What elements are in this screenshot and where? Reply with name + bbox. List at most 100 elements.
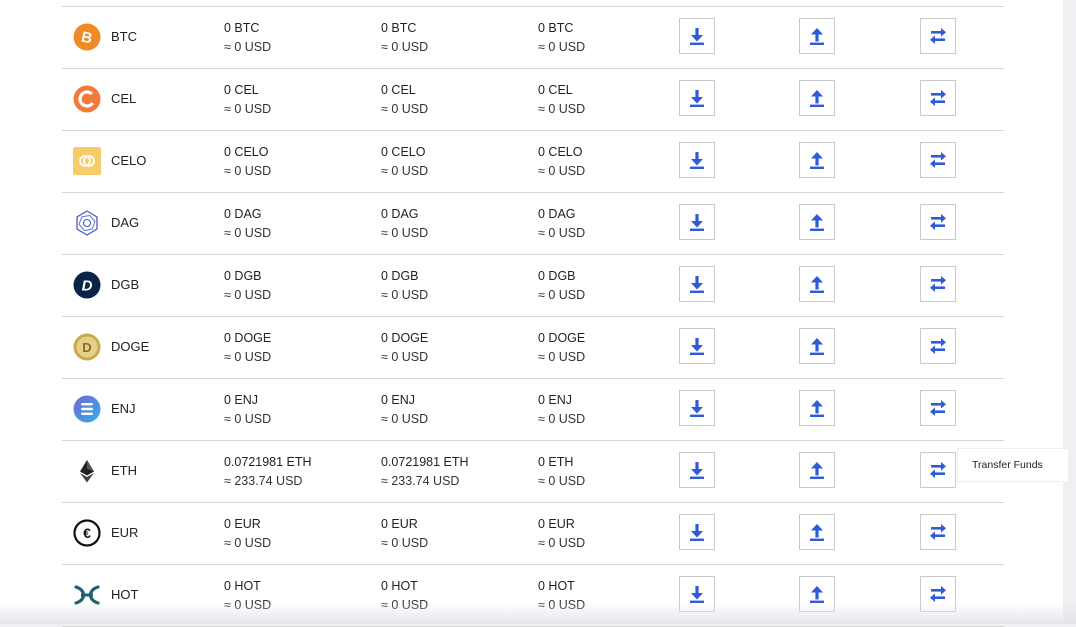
total-balance-amount: 0 DOGE [224, 331, 272, 345]
total-balance: 0.0721981 ETH ≈ 233.74 USD [224, 453, 312, 491]
transfer-button[interactable] [920, 514, 956, 550]
download-arrow-icon [687, 88, 707, 108]
total-balance: 0 DAG ≈ 0 USD [224, 205, 271, 243]
asset-row-enj: ENJ 0 ENJ ≈ 0 USD 0 ENJ ≈ 0 USD 0 ENJ ≈ 0 USD [62, 379, 1004, 441]
available-balance-usd: ≈ 233.74 USD [381, 474, 460, 488]
total-balance-amount: 0 DGB [224, 269, 262, 283]
locked-balance: 0 CEL ≈ 0 USD [538, 81, 585, 119]
available-balance-amount: 0 DAG [381, 207, 419, 221]
available-balance-amount: 0 BTC [381, 21, 417, 35]
transfer-arrows-icon [928, 212, 948, 232]
total-balance-usd: ≈ 0 USD [224, 164, 272, 178]
withdraw-button[interactable] [799, 80, 835, 116]
total-balance-amount: 0 DAG [224, 207, 262, 221]
deposit-button[interactable] [679, 266, 715, 302]
available-balance: 0 DAG ≈ 0 USD [381, 205, 428, 243]
transfer-arrows-icon [928, 336, 948, 356]
asset-symbol: EUR [111, 525, 139, 540]
available-balance-usd: ≈ 0 USD [381, 350, 429, 364]
asset-symbol: CEL [111, 91, 137, 106]
withdraw-button[interactable] [799, 204, 835, 240]
deposit-button[interactable] [679, 390, 715, 426]
download-arrow-icon [687, 26, 707, 46]
available-balance-amount: 0 EUR [381, 517, 418, 531]
locked-balance-amount: 0 CELO [538, 145, 583, 159]
available-balance-amount: 0 DOGE [381, 331, 429, 345]
available-balance-usd: ≈ 0 USD [381, 226, 429, 240]
total-balance-amount: 0 EUR [224, 517, 261, 531]
locked-balance-amount: 0 DGB [538, 269, 576, 283]
available-balance-amount: 0 CELO [381, 145, 426, 159]
transfer-button[interactable] [920, 142, 956, 178]
asset-row-celo: CELO 0 CELO ≈ 0 USD 0 CELO ≈ 0 USD 0 CELO ≈ 0 … [62, 131, 1004, 193]
download-arrow-icon [687, 460, 707, 480]
transfer-arrows-icon [928, 26, 948, 46]
asset-row-doge: D DOGE 0 DOGE ≈ 0 USD 0 DOGE ≈ 0 USD 0 DOGE ≈ 0… [62, 317, 1004, 379]
transfer-button[interactable] [920, 204, 956, 240]
download-arrow-icon [687, 584, 707, 604]
available-balance: 0 CELO ≈ 0 USD [381, 143, 428, 181]
eth-icon [72, 456, 102, 486]
download-arrow-icon [687, 398, 707, 418]
available-balance-usd: ≈ 0 USD [381, 102, 429, 116]
transfer-button[interactable] [920, 390, 956, 426]
cel-icon [72, 84, 102, 114]
transfer-button[interactable] [920, 266, 956, 302]
withdraw-button[interactable] [799, 18, 835, 54]
dag-icon [72, 208, 102, 238]
upload-arrow-icon [807, 398, 827, 418]
total-balance-amount: 0 HOT [224, 579, 261, 593]
locked-balance-amount: 0 HOT [538, 579, 575, 593]
transfer-button[interactable] [920, 328, 956, 364]
asset-row-btc: B BTC 0 BTC ≈ 0 USD 0 BTC ≈ 0 USD 0 BTC ≈ 0 USD [62, 7, 1004, 69]
deposit-button[interactable] [679, 514, 715, 550]
download-arrow-icon [687, 212, 707, 232]
deposit-button[interactable] [679, 452, 715, 488]
total-balance-usd: ≈ 0 USD [224, 226, 272, 240]
deposit-button[interactable] [679, 142, 715, 178]
svg-text:B: B [80, 29, 94, 48]
locked-balance-amount: 0 BTC [538, 21, 574, 35]
available-balance: 0 EUR ≈ 0 USD [381, 515, 428, 553]
withdraw-button[interactable] [799, 328, 835, 364]
total-balance-usd: ≈ 0 USD [224, 350, 272, 364]
bottom-fade [0, 602, 1076, 624]
deposit-button[interactable] [679, 18, 715, 54]
withdraw-button[interactable] [799, 266, 835, 302]
transfer-arrows-icon [928, 584, 948, 604]
locked-balance-amount: 0 DOGE [538, 331, 586, 345]
locked-balance-usd: ≈ 0 USD [538, 350, 586, 364]
btc-icon: B [72, 22, 102, 52]
available-balance-amount: 0 CEL [381, 83, 416, 97]
withdraw-button[interactable] [799, 514, 835, 550]
upload-arrow-icon [807, 212, 827, 232]
upload-arrow-icon [807, 522, 827, 542]
available-balance: 0.0721981 ETH ≈ 233.74 USD [381, 453, 469, 491]
asset-symbol: CELO [111, 153, 147, 168]
deposit-button[interactable] [679, 328, 715, 364]
upload-arrow-icon [807, 274, 827, 294]
withdraw-button[interactable] [799, 390, 835, 426]
asset-symbol: BTC [111, 29, 137, 44]
transfer-button[interactable] [920, 452, 956, 488]
locked-balance-usd: ≈ 0 USD [538, 102, 586, 116]
total-balance-amount: 0.0721981 ETH [224, 455, 312, 469]
deposit-button[interactable] [679, 80, 715, 116]
transfer-button[interactable] [920, 18, 956, 54]
transfer-button[interactable] [920, 80, 956, 116]
locked-balance: 0 DAG ≈ 0 USD [538, 205, 585, 243]
total-balance-usd: ≈ 0 USD [224, 412, 272, 426]
available-balance-usd: ≈ 0 USD [381, 288, 429, 302]
deposit-button[interactable] [679, 204, 715, 240]
total-balance-usd: ≈ 0 USD [224, 536, 272, 550]
locked-balance-amount: 0 CEL [538, 83, 573, 97]
withdraw-button[interactable] [799, 452, 835, 488]
available-balance-amount: 0.0721981 ETH [381, 455, 469, 469]
locked-balance-usd: ≈ 0 USD [538, 40, 586, 54]
locked-balance-amount: 0 ENJ [538, 393, 573, 407]
withdraw-button[interactable] [799, 142, 835, 178]
svg-text:D: D [82, 340, 91, 355]
eur-icon: € [72, 518, 102, 548]
svg-text:D: D [82, 278, 93, 295]
